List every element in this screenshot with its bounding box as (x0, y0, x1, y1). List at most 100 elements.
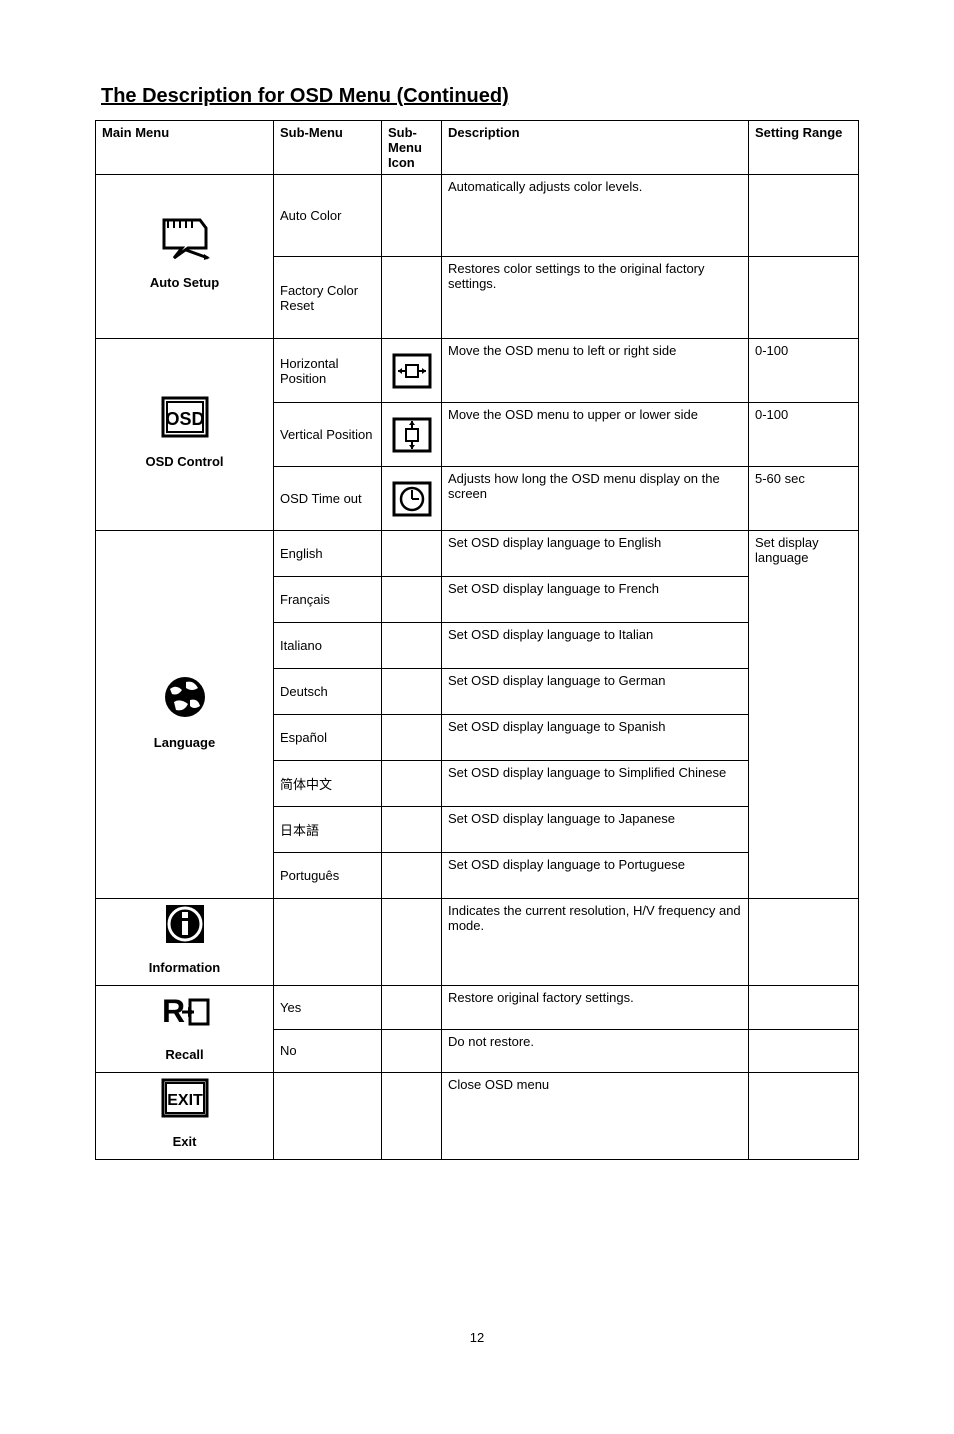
desc-cell: Set OSD display language to English (442, 531, 749, 577)
subicon-cell (382, 175, 442, 257)
desc-cell: Set OSD display language to French (442, 577, 749, 623)
subicon-cell (382, 986, 442, 1030)
main-label: Exit (173, 1134, 197, 1149)
subicon-cell (382, 807, 442, 853)
main-label: Information (149, 960, 221, 975)
sub-cell: 日本語 (274, 807, 382, 853)
range-cell (749, 986, 859, 1030)
main-label: Recall (165, 1047, 203, 1062)
subicon-cell (382, 715, 442, 761)
desc-cell: Adjusts how long the OSD menu display on… (442, 467, 749, 531)
main-cell-language: Language (96, 531, 274, 899)
subicon-cell (382, 467, 442, 531)
col-header-desc: Description (442, 121, 749, 175)
desc-cell: Close OSD menu (442, 1073, 749, 1160)
table-row: EXIT Exit Close OSD menu (96, 1073, 859, 1160)
osd-control-icon: OSD (102, 395, 267, 439)
col-header-main: Main Menu (96, 121, 274, 175)
osd-menu-table: Main Menu Sub-Menu Sub-Menu Icon Descrip… (95, 120, 859, 1160)
col-header-range: Setting Range (749, 121, 859, 175)
table-row: Language English Set OSD display languag… (96, 531, 859, 577)
language-icon (102, 674, 267, 720)
col-header-sub: Sub-Menu (274, 121, 382, 175)
sub-cell: 简体中文 (274, 761, 382, 807)
sub-cell: English (274, 531, 382, 577)
subicon-cell (382, 1029, 442, 1073)
range-cell: 0-100 (749, 403, 859, 467)
range-cell: 0-100 (749, 339, 859, 403)
desc-cell: Indicates the current resolution, H/V fr… (442, 899, 749, 986)
range-cell: 5-60 sec (749, 467, 859, 531)
exit-icon: EXIT (102, 1077, 267, 1119)
desc-cell: Set OSD display language to Italian (442, 623, 749, 669)
sub-cell: OSD Time out (274, 467, 382, 531)
sub-cell: Auto Color (274, 175, 382, 257)
sub-cell: Español (274, 715, 382, 761)
desc-cell: Set OSD display language to Portuguese (442, 853, 749, 899)
sub-cell: Horizontal Position (274, 339, 382, 403)
information-icon (102, 903, 267, 945)
subicon-cell (382, 623, 442, 669)
desc-cell: Set OSD display language to Spanish (442, 715, 749, 761)
table-header-row: Main Menu Sub-Menu Sub-Menu Icon Descrip… (96, 121, 859, 175)
main-label: OSD Control (146, 454, 224, 469)
table-row: Information Indicates the current resolu… (96, 899, 859, 986)
sub-cell: Deutsch (274, 669, 382, 715)
sub-cell: Français (274, 577, 382, 623)
section-title: The Description for OSD Menu (Continued) (101, 85, 859, 108)
desc-cell: Restore original factory settings. (442, 986, 749, 1030)
desc-cell: Automatically adjusts color levels. (442, 175, 749, 257)
main-label: Auto Setup (150, 275, 219, 290)
subicon-cell (382, 257, 442, 339)
col-header-sicon: Sub-Menu Icon (382, 121, 442, 175)
svg-text:OSD: OSD (165, 409, 204, 429)
sub-cell: Factory Color Reset (274, 257, 382, 339)
subicon-cell (382, 853, 442, 899)
recall-icon: R (102, 990, 267, 1032)
subicon-cell (382, 899, 442, 986)
sub-cell: Yes (274, 986, 382, 1030)
range-cell (749, 257, 859, 339)
range-cell: Set display language (749, 531, 859, 899)
desc-cell: Set OSD display language to Japanese (442, 807, 749, 853)
range-cell (749, 1029, 859, 1073)
sub-cell (274, 899, 382, 986)
osd-timeout-icon (388, 481, 435, 517)
subicon-cell (382, 339, 442, 403)
main-cell-recall: R Recall (96, 986, 274, 1073)
table-row: Auto Setup Auto Color Automatically adju… (96, 175, 859, 257)
sub-cell: Português (274, 853, 382, 899)
subicon-cell (382, 761, 442, 807)
subicon-cell (382, 531, 442, 577)
sub-cell (274, 1073, 382, 1160)
range-cell (749, 175, 859, 257)
page-number: 12 (95, 1330, 859, 1345)
main-cell-information: Information (96, 899, 274, 986)
svg-text:R: R (162, 993, 185, 1029)
desc-cell: Set OSD display language to Simplified C… (442, 761, 749, 807)
subicon-cell (382, 669, 442, 715)
table-row: R Recall Yes Restore original factory se… (96, 986, 859, 1030)
main-cell-osd-control: OSD OSD Control (96, 339, 274, 531)
osd-horizontal-icon (388, 353, 435, 389)
range-cell (749, 899, 859, 986)
svg-text:EXIT: EXIT (167, 1092, 203, 1109)
table-row: OSD OSD Control Horizontal Position (96, 339, 859, 403)
desc-cell: Move the OSD menu to left or right side (442, 339, 749, 403)
range-cell (749, 1073, 859, 1160)
desc-cell: Restores color settings to the original … (442, 257, 749, 339)
osd-vertical-icon (388, 417, 435, 453)
main-cell-exit: EXIT Exit (96, 1073, 274, 1160)
desc-cell: Move the OSD menu to upper or lower side (442, 403, 749, 467)
desc-cell: Set OSD display language to German (442, 669, 749, 715)
auto-setup-icon (102, 218, 267, 260)
main-label: Language (154, 735, 215, 750)
sub-cell: Italiano (274, 623, 382, 669)
sub-cell: No (274, 1029, 382, 1073)
main-cell-auto-setup: Auto Setup (96, 175, 274, 339)
desc-cell: Do not restore. (442, 1029, 749, 1073)
subicon-cell (382, 577, 442, 623)
sub-cell: Vertical Position (274, 403, 382, 467)
subicon-cell (382, 403, 442, 467)
subicon-cell (382, 1073, 442, 1160)
